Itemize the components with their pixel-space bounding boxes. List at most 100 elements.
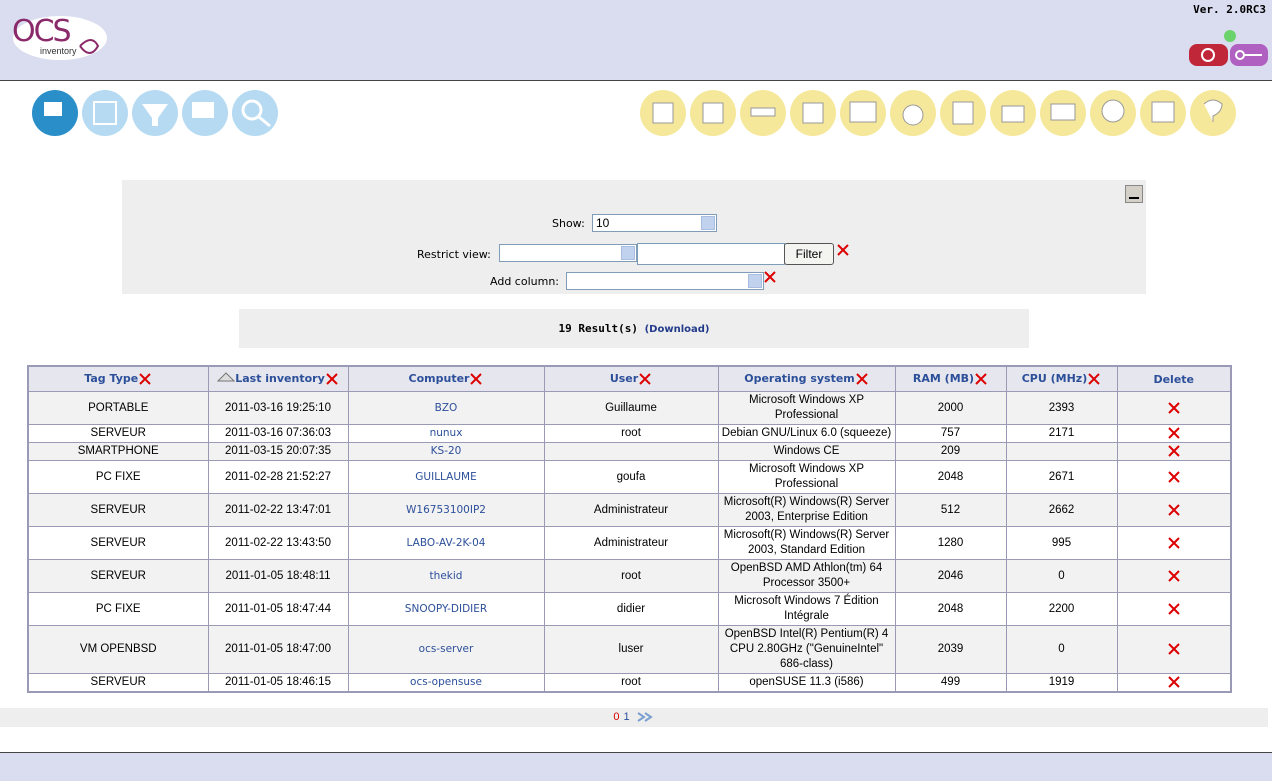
computer-link[interactable]: GUILLAUME — [348, 461, 544, 494]
table-cell: 2011-01-05 18:47:00 — [208, 626, 348, 674]
remove-column[interactable] — [638, 372, 652, 386]
table-cell: Guillaume — [544, 392, 718, 425]
main-menu[interactable] — [30, 88, 282, 140]
table-row: SERVEUR2011-01-05 18:46:15ocs-opensusero… — [28, 674, 1231, 693]
column-title[interactable]: Operating system — [744, 372, 855, 385]
show-label: Show: — [552, 217, 585, 230]
table-cell: Microsoft(R) Windows(R) Server 2003, Sta… — [718, 527, 895, 560]
show-select[interactable]: 10 — [592, 214, 717, 232]
restrict-select[interactable] — [499, 244, 637, 262]
computer-link[interactable]: ocs-server — [348, 626, 544, 674]
delete-cell — [1117, 593, 1231, 626]
logo-sub: inventory — [40, 46, 77, 56]
table-row: PC FIXE2011-02-28 21:52:27GUILLAUMEgoufa… — [28, 461, 1231, 494]
session-icons[interactable] — [1186, 28, 1270, 68]
column-title[interactable]: Delete — [1153, 373, 1194, 386]
clear-filter[interactable] — [836, 243, 850, 257]
table-cell — [1006, 443, 1117, 461]
delete-button[interactable] — [1167, 642, 1181, 656]
table-cell: didier — [544, 593, 718, 626]
restrict-input[interactable] — [637, 243, 785, 265]
computer-link[interactable]: ocs-opensuse — [348, 674, 544, 693]
collapse-button[interactable] — [1125, 185, 1143, 203]
table-cell: 2011-03-16 19:25:10 — [208, 392, 348, 425]
table-cell: Microsoft Windows XP Professional — [718, 461, 895, 494]
table-row: PORTABLE2011-03-16 19:25:10BZOGuillaumeM… — [28, 392, 1231, 425]
column-header: Tag Type — [28, 366, 208, 392]
table-cell: 0 — [1006, 626, 1117, 674]
table-cell: Administrateur — [544, 494, 718, 527]
column-title[interactable]: User — [610, 372, 638, 385]
page-link[interactable]: 0 — [613, 711, 619, 723]
remove-column[interactable] — [855, 372, 869, 386]
column-header: CPU (MHz) — [1006, 366, 1117, 392]
filter-button[interactable]: Filter — [784, 243, 834, 265]
delete-button[interactable] — [1167, 470, 1181, 484]
sort-indicator — [217, 372, 235, 382]
computer-link[interactable]: nunux — [348, 425, 544, 443]
delete-button[interactable] — [1167, 536, 1181, 550]
page-link[interactable]: 1 — [623, 711, 629, 723]
clear-column[interactable] — [763, 270, 777, 284]
remove-column[interactable] — [138, 372, 152, 386]
pages: 01 — [613, 711, 633, 723]
logo[interactable]: OCS inventory — [10, 12, 108, 62]
footer-bar — [0, 752, 1272, 781]
table-cell: 2662 — [1006, 494, 1117, 527]
table-cell: 1919 — [1006, 674, 1117, 693]
computer-link[interactable]: BZO — [348, 392, 544, 425]
column-title[interactable]: Tag Type — [84, 372, 138, 385]
show-value: 10 — [593, 216, 609, 230]
table-cell: Microsoft(R) Windows(R) Server 2003, Ent… — [718, 494, 895, 527]
delete-button[interactable] — [1167, 401, 1181, 415]
computer-link[interactable]: KS-20 — [348, 443, 544, 461]
delete-button[interactable] — [1167, 426, 1181, 440]
table-cell: 512 — [895, 494, 1006, 527]
table-cell: 2171 — [1006, 425, 1117, 443]
next-page[interactable] — [637, 712, 655, 722]
table-cell: PC FIXE — [28, 593, 208, 626]
remove-column[interactable] — [1087, 372, 1101, 386]
column-title[interactable]: RAM (MB) — [913, 372, 974, 385]
table-cell: PORTABLE — [28, 392, 208, 425]
computer-link[interactable]: thekid — [348, 560, 544, 593]
table-cell: VM OPENBSD — [28, 626, 208, 674]
header-bar: OCS inventory Ver. 2.0RC3 — [0, 0, 1272, 81]
column-title[interactable]: Last inventory — [235, 372, 325, 385]
delete-button[interactable] — [1167, 602, 1181, 616]
table-cell: Microsoft Windows 7 Édition Intégrale — [718, 593, 895, 626]
header-row: Tag Type Last inventory Computer User Operat… — [28, 366, 1231, 392]
table-row: SERVEUR2011-01-05 18:48:11thekidrootOpen… — [28, 560, 1231, 593]
table-cell: 2200 — [1006, 593, 1117, 626]
table-cell: 209 — [895, 443, 1006, 461]
table-cell: 2393 — [1006, 392, 1117, 425]
table-row: SERVEUR2011-02-22 13:47:01W16753100IP2Ad… — [28, 494, 1231, 527]
table-cell — [544, 443, 718, 461]
delete-button[interactable] — [1167, 503, 1181, 517]
computer-link[interactable]: W16753100IP2 — [348, 494, 544, 527]
delete-cell — [1117, 443, 1231, 461]
add-column-select[interactable] — [566, 272, 764, 290]
results-bar: 19 Result(s) (Download) — [239, 309, 1029, 348]
delete-button[interactable] — [1167, 569, 1181, 583]
restrict-label: Restrict view: — [417, 248, 491, 261]
table-cell: 499 — [895, 674, 1006, 693]
column-title[interactable]: Computer — [409, 372, 470, 385]
table-cell: 2011-01-05 18:46:15 — [208, 674, 348, 693]
search-panel: Show: 10 Restrict view: Filter Add colum… — [122, 180, 1146, 294]
table-cell: 2011-02-22 13:47:01 — [208, 494, 348, 527]
column-title[interactable]: CPU (MHz) — [1022, 372, 1088, 385]
remove-column[interactable] — [325, 372, 339, 386]
delete-button[interactable] — [1167, 444, 1181, 458]
computer-link[interactable]: LABO-AV-2K-04 — [348, 527, 544, 560]
admin-menu[interactable] — [638, 88, 1240, 140]
delete-button[interactable] — [1167, 675, 1181, 689]
table-cell: Administrateur — [544, 527, 718, 560]
computer-link[interactable]: SNOOPY-DIDIER — [348, 593, 544, 626]
table-cell: SERVEUR — [28, 527, 208, 560]
table-cell: openSUSE 11.3 (i586) — [718, 674, 895, 693]
remove-column[interactable] — [469, 372, 483, 386]
download-link[interactable]: (Download) — [645, 324, 710, 335]
remove-column[interactable] — [974, 372, 988, 386]
